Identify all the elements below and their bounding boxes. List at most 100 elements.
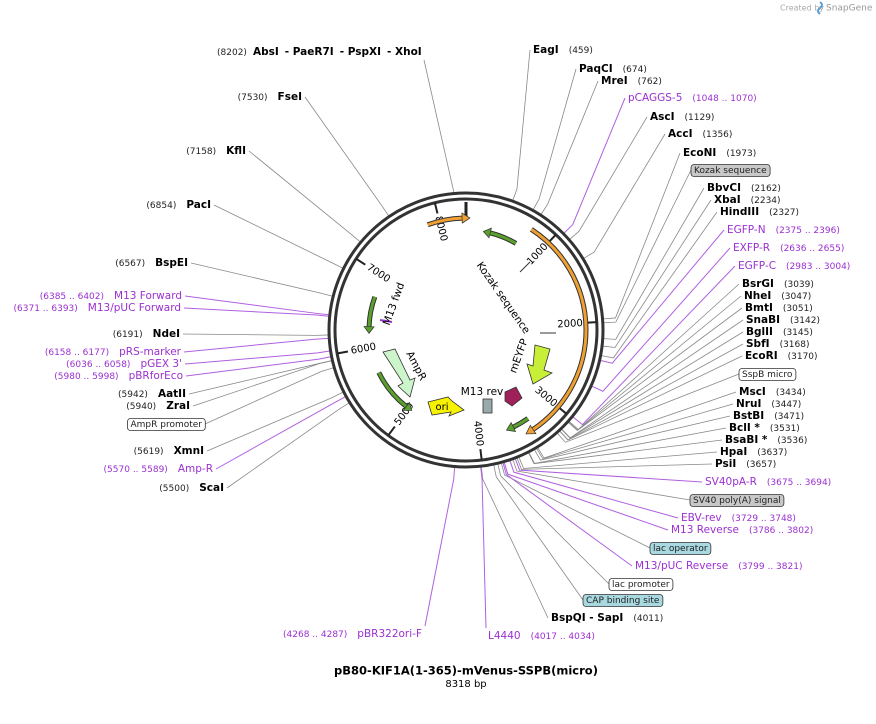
- feature-arrowhead: [402, 401, 413, 411]
- site-name: pGEX 3': [140, 358, 182, 370]
- connector-line: [532, 68, 577, 210]
- backbone-outer: [327, 191, 605, 469]
- connector-line: [192, 360, 332, 407]
- site-position: (5940): [126, 402, 156, 412]
- site-label: (5500) ScaI: [159, 482, 224, 494]
- site-position: CAP binding site: [586, 596, 660, 606]
- connector-line: [206, 391, 344, 452]
- primer-label: pCAGGS-5 (1048 .. 1070): [628, 92, 757, 104]
- site-position: (1973): [726, 149, 756, 159]
- site-position: (5942): [118, 390, 148, 400]
- site-name: BmtI: [745, 302, 773, 314]
- connector-line: [603, 187, 705, 340]
- connector-line: [184, 295, 329, 316]
- site-name: ZraI: [166, 400, 190, 412]
- site-position: (3447): [771, 400, 801, 410]
- site-label: BglII (3145): [746, 326, 813, 338]
- site-position: (2375 .. 2396): [776, 226, 840, 236]
- site-label: (5942) AatII: [118, 388, 186, 400]
- site-position: (3786 .. 3802): [749, 526, 813, 536]
- ampr-arrow: [382, 348, 416, 398]
- site-name: AccI: [668, 128, 692, 140]
- site-position: (4011): [633, 614, 663, 624]
- ring-tick-label: 7000: [365, 262, 392, 285]
- feature-label: mEYFP: [507, 337, 530, 375]
- connector-line: [226, 402, 350, 489]
- connector-line: [185, 356, 331, 377]
- connector-line: [480, 467, 487, 629]
- feature-label: M13 fwd: [381, 281, 408, 327]
- connector-line: [601, 211, 718, 359]
- site-position: (3142): [790, 316, 820, 326]
- site-label: MscI (3434): [739, 386, 806, 398]
- site-name: BglII: [746, 326, 773, 338]
- m13rev-arrow: [504, 386, 523, 407]
- feature-arrowhead: [482, 227, 492, 239]
- ring-tick-label: 4000: [471, 420, 485, 447]
- site-position: (3729 .. 3748): [732, 514, 796, 524]
- site-label: BbvCI (2162): [707, 182, 781, 194]
- site-position: (6036 .. 6058): [66, 360, 130, 370]
- site-name: AscI: [650, 111, 675, 123]
- ori-arrow: [427, 396, 465, 417]
- site-name: BstBI: [733, 410, 764, 422]
- site-position: (2162): [751, 184, 781, 194]
- site-position: (6191): [113, 330, 143, 340]
- connector-line: [493, 465, 584, 601]
- connector-line: [528, 439, 723, 465]
- site-name: EcoNI: [683, 147, 716, 159]
- connector-line: [509, 460, 679, 519]
- connector-line: [591, 247, 731, 392]
- site-position: (1356): [702, 130, 732, 140]
- map-length: 8318 bp: [445, 679, 486, 690]
- brand: SnapGene: [826, 4, 873, 14]
- primer-label: M13 Reverse (3786 .. 3802): [671, 524, 813, 536]
- feature-arc: [367, 296, 377, 327]
- connector-line: [501, 463, 651, 549]
- connector-line: [563, 97, 626, 234]
- site-name: EGFP-C: [738, 260, 776, 272]
- site-name: - PaeR7I: [285, 46, 334, 58]
- ring-tick-label: 2000: [557, 318, 583, 331]
- site-label: BstBI (3471): [733, 410, 804, 422]
- site-label: BspQI - SapI (4011): [551, 612, 663, 624]
- site-name: BsaBI *: [725, 434, 768, 446]
- site-label: PsiI (3657): [715, 458, 776, 470]
- site-name: EcoRI: [745, 350, 778, 362]
- site-position: (3799 .. 3821): [738, 562, 802, 572]
- site-label: (8202) AbsI - PaeR7I - PspXI - XhoI: [217, 46, 422, 58]
- site-name: pCAGGS-5: [628, 92, 682, 104]
- connector-line: [497, 464, 610, 585]
- primer-label: M13/pUC Reverse (3799 .. 3821): [635, 560, 802, 572]
- connector-line: [603, 199, 712, 348]
- site-name: SbfI: [746, 338, 770, 350]
- logo: [817, 1, 823, 15]
- lac-box: [482, 398, 493, 414]
- connector-line: [184, 350, 330, 365]
- feature-tick: [519, 261, 531, 273]
- connector-line: [213, 204, 343, 269]
- site-name: NruI: [736, 398, 761, 410]
- feature-label: SV40 poly(A) signal: [693, 496, 781, 506]
- map-title: pB80-KIF1A(1-365)-mVenus-SSPB(micro): [334, 664, 598, 678]
- site-name: M13 Reverse: [671, 524, 739, 536]
- site-label: EagI (459): [533, 44, 593, 56]
- feature-label: M13 rev: [461, 386, 504, 398]
- connector-line: [514, 458, 703, 483]
- site-position: (3657): [746, 460, 776, 470]
- site-position: (674): [623, 65, 647, 75]
- site-name: EXFP-R: [733, 242, 770, 254]
- feature-label: AmpR promoter: [130, 420, 202, 430]
- site-position: (7530): [238, 93, 268, 103]
- connector-line: [503, 462, 669, 531]
- site-position: (3170): [788, 352, 818, 362]
- site-label: SnaBI (3142): [746, 314, 820, 326]
- connector-line: [569, 116, 648, 240]
- site-label: HindIII (2327): [720, 206, 799, 218]
- site-name: XbaI: [714, 194, 741, 206]
- site-name: Amp-R: [178, 463, 213, 475]
- site-label: AccI (1356): [668, 128, 732, 140]
- site-name: MscI: [739, 386, 766, 398]
- site-label: (6854) PacI: [146, 199, 211, 211]
- primer-label: EXFP-R (2636 .. 2655): [733, 242, 844, 254]
